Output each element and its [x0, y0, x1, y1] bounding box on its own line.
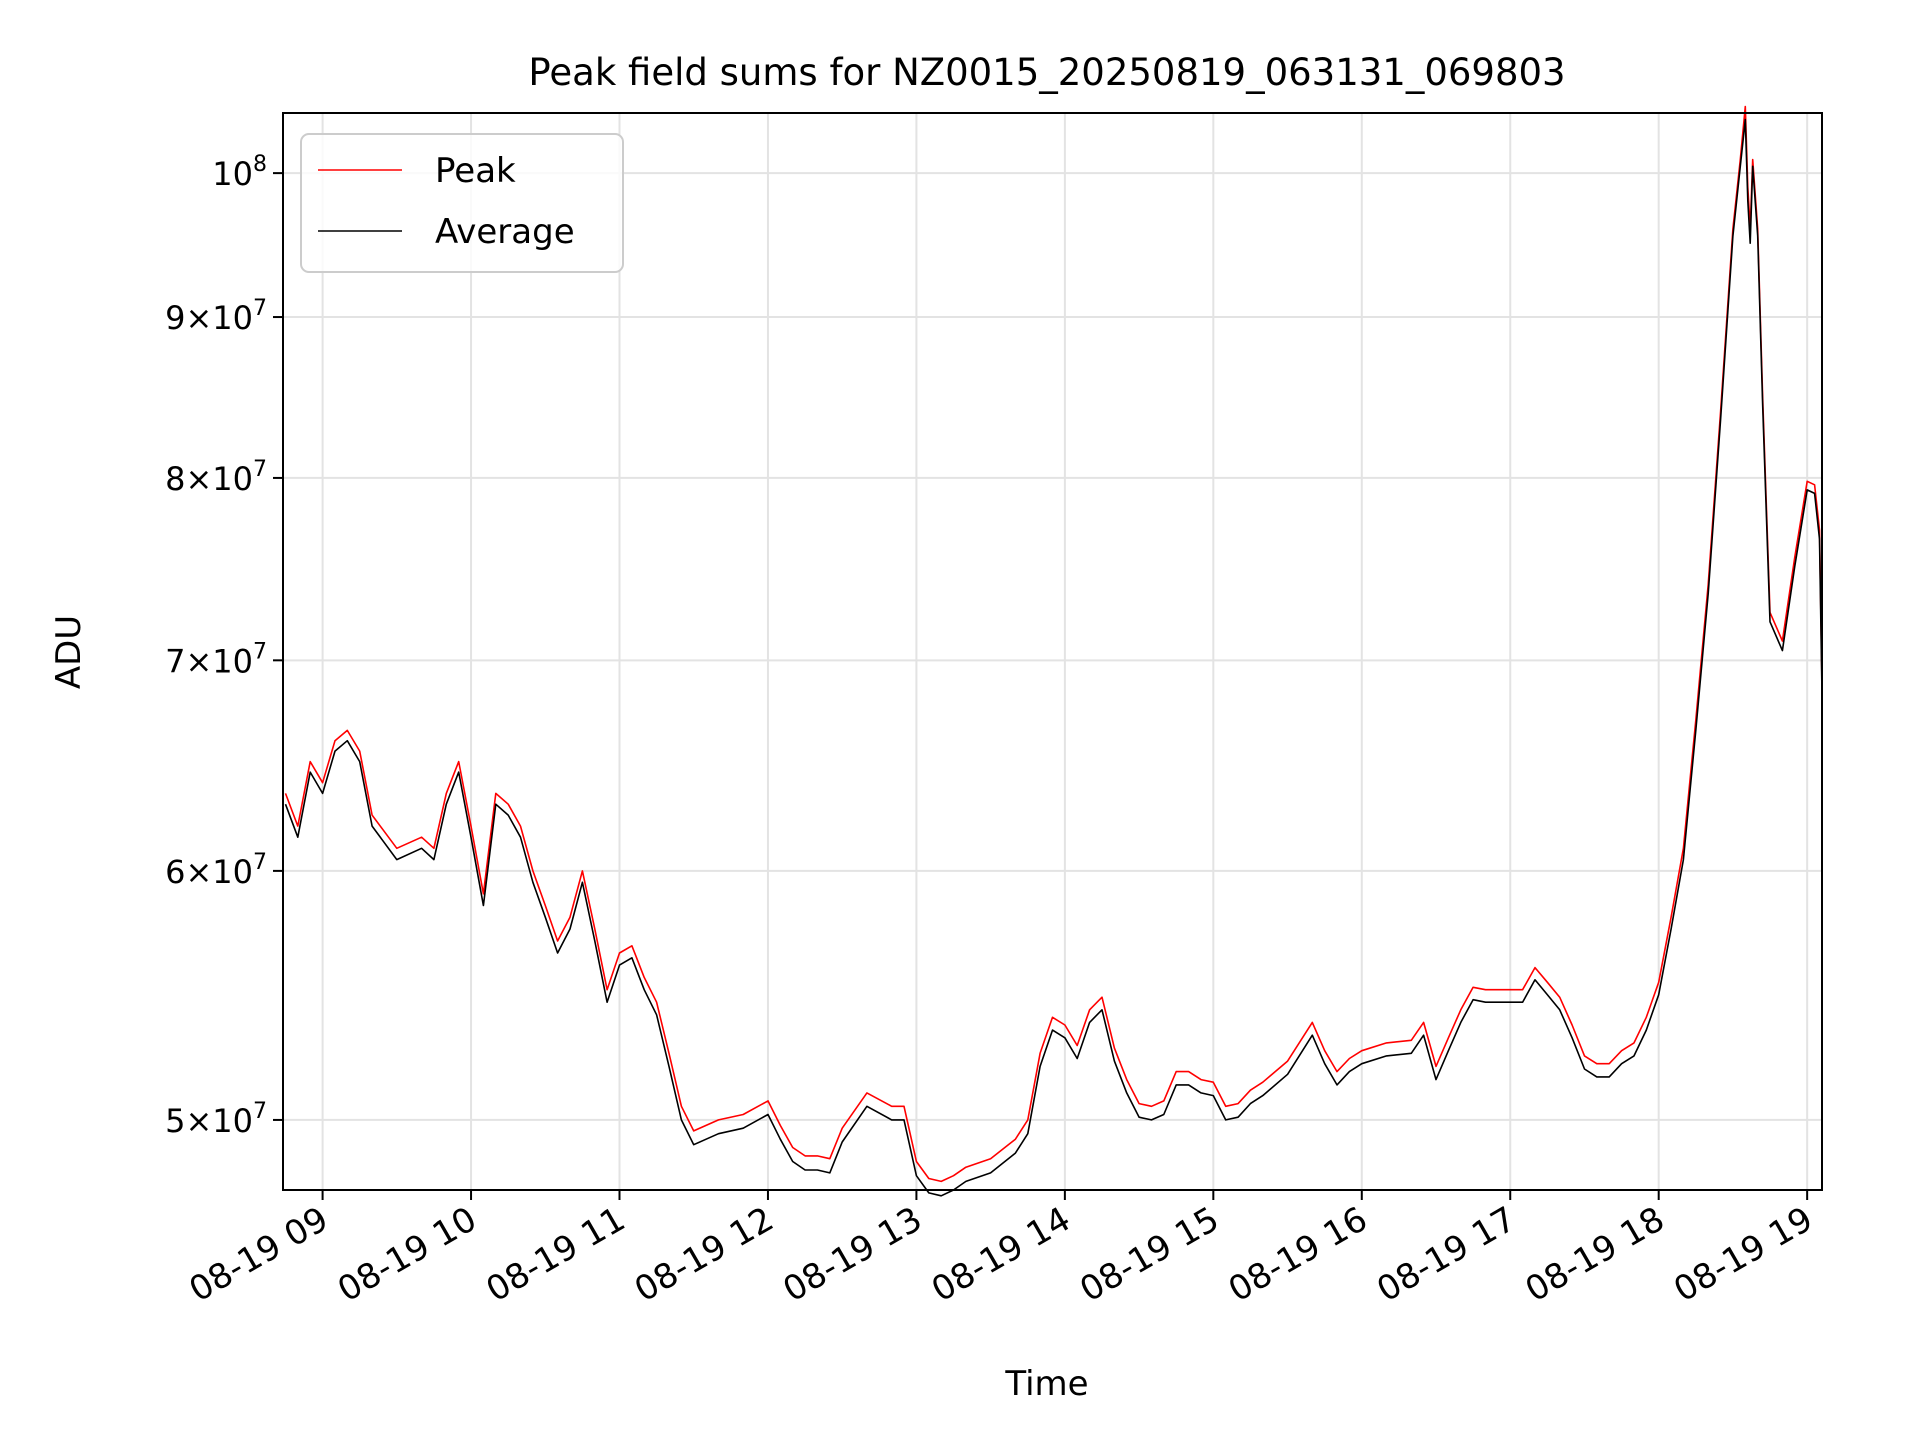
x-axis-label: Time — [1004, 1364, 1088, 1404]
legend-label-peak: Peak — [435, 151, 516, 191]
series-line-peak — [284, 105, 1823, 1183]
legend-frame — [300, 133, 624, 273]
y-tick-label: 5×107 — [165, 1099, 267, 1140]
legend-label-average: Average — [435, 212, 575, 252]
plot-frame — [282, 112, 1823, 1191]
y-tick-label: 8×107 — [165, 457, 267, 498]
y-tick-label: 6×107 — [165, 850, 267, 891]
y-tick-label: 9×107 — [165, 296, 267, 337]
y-tick-label: 7×107 — [165, 639, 267, 680]
y-axis-label: ADU — [49, 615, 89, 689]
y-tick-label: 108 — [212, 152, 267, 193]
series-line-average — [284, 118, 1823, 1197]
legend: Peak Average — [300, 133, 624, 273]
chart-title: Peak field sums for NZ0015_20250819_0631… — [528, 51, 1565, 94]
